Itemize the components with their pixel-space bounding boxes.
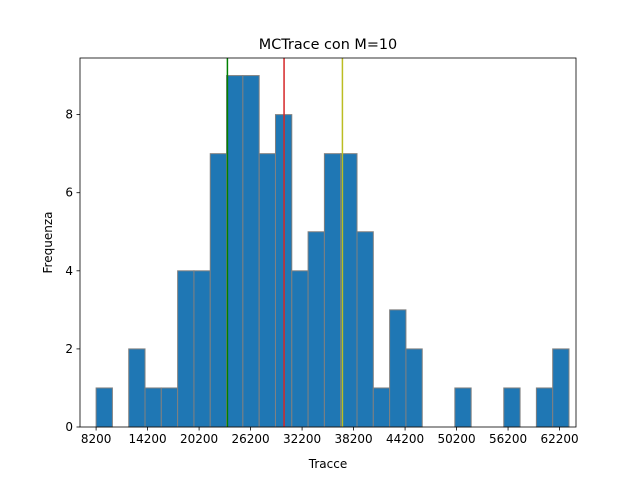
histogram-bar: [535, 387, 554, 428]
histogram-bar: [307, 231, 325, 428]
x-tick-label: 56200: [489, 432, 527, 446]
bars-group: [95, 75, 570, 428]
x-tick-label: 62200: [540, 432, 578, 446]
histogram-bar: [389, 309, 407, 428]
y-tick-label: 0: [65, 420, 73, 434]
histogram-bar: [405, 348, 423, 428]
histogram-bar: [454, 387, 472, 428]
histogram-bar: [177, 270, 195, 428]
histogram-bar: [209, 153, 228, 428]
x-tick-label: 38200: [334, 432, 372, 446]
y-tick-label: 4: [65, 264, 73, 278]
x-tick-label: 26200: [231, 432, 269, 446]
histogram-bar: [95, 387, 113, 428]
y-tick-label: 6: [65, 186, 73, 200]
histogram-bar: [144, 387, 162, 428]
y-axis-label: Frequenza: [41, 212, 55, 274]
histogram-bar: [226, 75, 244, 428]
reference-lines-group: [226, 58, 344, 427]
histogram-bar: [258, 153, 276, 428]
histogram-bar: [552, 348, 570, 428]
plot-frame: [79, 57, 577, 428]
x-tick-label: 14200: [129, 432, 167, 446]
y-tick-label: 8: [65, 108, 73, 122]
chart-title: MCTrace con M=10: [259, 37, 397, 53]
histogram-bar: [356, 231, 374, 428]
histogram-bar: [323, 153, 342, 428]
y-tick-label: 2: [65, 342, 73, 356]
x-tick-label: 44200: [386, 432, 424, 446]
histogram-bar: [372, 387, 391, 428]
histogram-bar: [128, 348, 146, 428]
x-tick-label: 50200: [437, 432, 475, 446]
x-axis-ticks: 8200 14200 20200 26200 32200 38200 44200 50200 5…: [81, 427, 579, 446]
histogram-bar: [193, 270, 211, 428]
y-axis-ticks: 0 2 4 6 8: [65, 108, 80, 434]
histogram-bar: [242, 75, 260, 428]
x-tick-label: 32200: [283, 432, 321, 446]
histogram-bar: [503, 387, 521, 428]
x-tick-label: 20200: [180, 432, 218, 446]
x-axis-label: Tracce: [308, 457, 347, 471]
histogram-bar: [291, 270, 309, 428]
histogram-bar: [160, 387, 179, 428]
x-tick-label: 8200: [81, 432, 112, 446]
